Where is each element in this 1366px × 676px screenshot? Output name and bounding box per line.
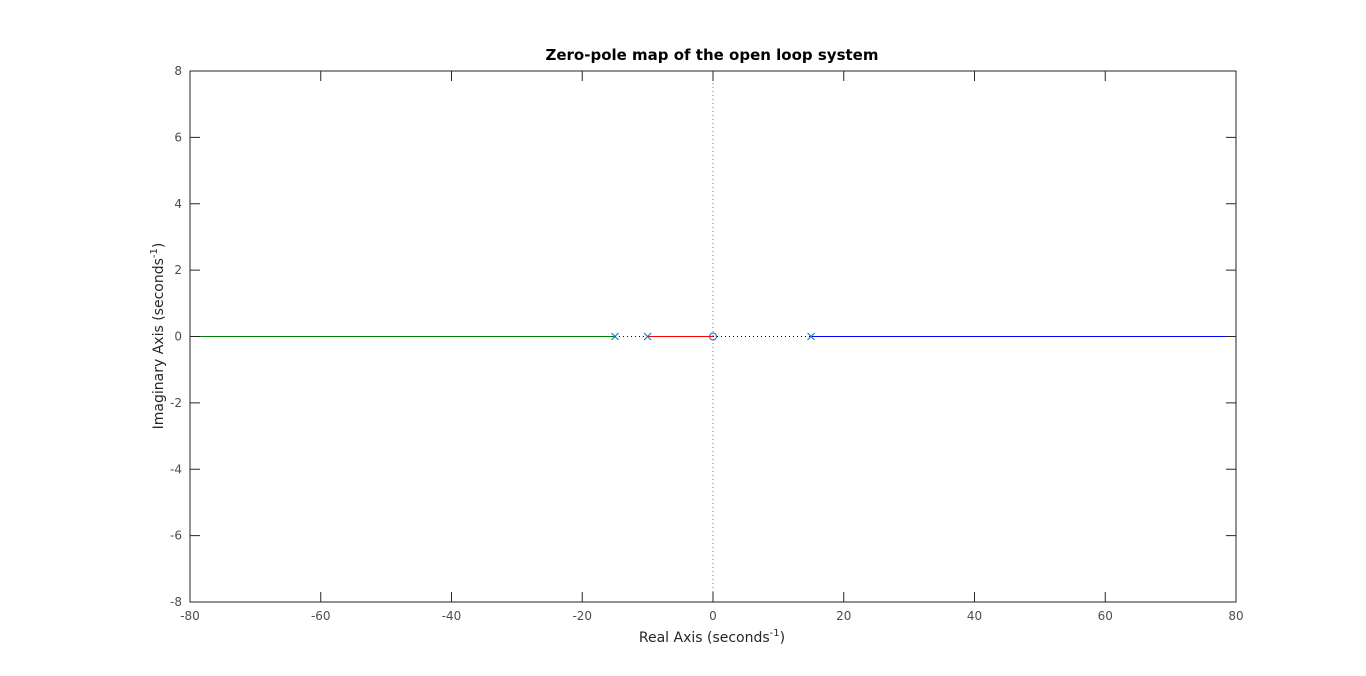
pole-marker-0 <box>611 332 619 341</box>
pole-marker-1 <box>643 332 652 341</box>
y-tick-label-6: 4 <box>174 197 182 211</box>
x-tick-label-5: 20 <box>836 609 851 623</box>
y-axis-label-sup: -1 <box>149 248 160 258</box>
y-tick-label-7: 6 <box>174 130 182 144</box>
x-tick-label-0: -80 <box>180 609 200 623</box>
y-axis-label-tail: ) <box>151 243 167 248</box>
zero-marker-0 <box>709 332 717 341</box>
y-axis-label: Imaginary Axis (seconds-1) <box>149 243 167 430</box>
x-axis-label: Real Axis (seconds-1) <box>639 628 785 646</box>
x-tick-label-2: -40 <box>442 609 462 623</box>
x-axis-label-base: Real Axis (seconds <box>639 630 770 646</box>
y-tick-label-1: -6 <box>170 529 182 543</box>
y-tick-label-8: 8 <box>174 64 182 78</box>
x-tick-label-6: 40 <box>967 609 982 623</box>
x-tick-label-1: -60 <box>311 609 331 623</box>
x-axis-label-sup: -1 <box>770 628 780 639</box>
x-tick-label-7: 60 <box>1098 609 1113 623</box>
y-tick-label-5: 2 <box>174 263 182 277</box>
y-tick-label-4: 0 <box>174 330 182 344</box>
y-tick-label-3: -2 <box>170 396 182 410</box>
y-tick-label-2: -4 <box>170 462 182 476</box>
x-tick-label-4: 0 <box>709 609 717 623</box>
pole-marker-2 <box>807 332 815 341</box>
x-axis-label-tail: ) <box>780 630 785 646</box>
chart-title: Zero-pole map of the open loop system <box>545 46 878 64</box>
x-tick-label-3: -20 <box>572 609 592 623</box>
x-tick-label-8: 80 <box>1228 609 1243 623</box>
y-tick-label-0: -8 <box>170 595 182 609</box>
pole-zero-markers <box>611 332 815 341</box>
y-axis-label-base: Imaginary Axis (seconds <box>151 258 167 429</box>
